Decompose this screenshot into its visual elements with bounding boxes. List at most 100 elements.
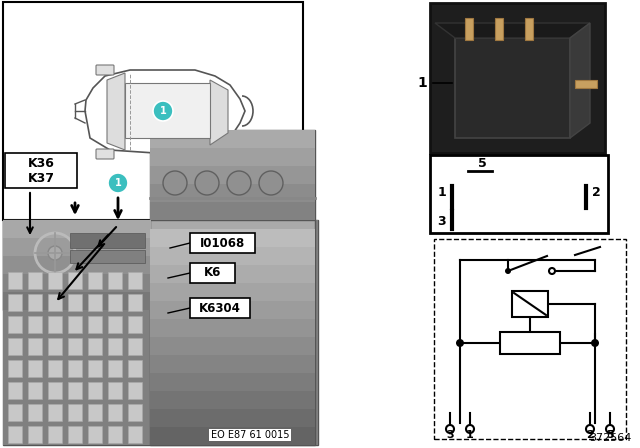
Bar bbox=[495, 18, 503, 40]
Bar bbox=[150, 166, 315, 184]
Bar bbox=[48, 360, 62, 377]
Bar bbox=[3, 220, 318, 445]
Bar bbox=[128, 404, 142, 421]
Bar bbox=[108, 272, 122, 289]
Bar bbox=[28, 426, 42, 443]
Text: 1: 1 bbox=[466, 430, 474, 440]
Bar bbox=[70, 233, 145, 248]
Bar bbox=[575, 80, 597, 88]
Bar bbox=[8, 426, 22, 443]
Text: 5: 5 bbox=[477, 156, 486, 169]
Bar bbox=[88, 316, 102, 333]
Bar bbox=[125, 83, 210, 138]
Polygon shape bbox=[210, 80, 228, 145]
Bar bbox=[108, 426, 122, 443]
Bar bbox=[68, 316, 82, 333]
Circle shape bbox=[505, 268, 511, 274]
Bar bbox=[3, 292, 151, 310]
Text: 3: 3 bbox=[446, 430, 454, 440]
Bar bbox=[48, 316, 62, 333]
Circle shape bbox=[466, 425, 474, 433]
Circle shape bbox=[591, 339, 599, 347]
Circle shape bbox=[163, 171, 187, 195]
Circle shape bbox=[108, 173, 128, 193]
Bar bbox=[28, 272, 42, 289]
Bar bbox=[88, 426, 102, 443]
Bar bbox=[108, 360, 122, 377]
Bar bbox=[28, 404, 42, 421]
Bar bbox=[28, 382, 42, 399]
Bar bbox=[48, 294, 62, 311]
Text: EO E87 61 0015: EO E87 61 0015 bbox=[211, 430, 289, 440]
Bar bbox=[150, 391, 315, 409]
Bar bbox=[3, 2, 303, 220]
Bar bbox=[512, 291, 548, 317]
Circle shape bbox=[195, 171, 219, 195]
Bar bbox=[8, 382, 22, 399]
Bar bbox=[68, 360, 82, 377]
Bar bbox=[5, 153, 77, 188]
Bar bbox=[150, 148, 315, 166]
Text: 1: 1 bbox=[417, 76, 427, 90]
Circle shape bbox=[446, 425, 454, 433]
Bar bbox=[68, 338, 82, 355]
Bar bbox=[150, 319, 315, 337]
Bar bbox=[88, 294, 102, 311]
Text: K6: K6 bbox=[204, 267, 221, 280]
Text: K6304: K6304 bbox=[199, 302, 241, 314]
Text: 372564: 372564 bbox=[589, 433, 632, 443]
Bar bbox=[28, 360, 42, 377]
Bar bbox=[68, 404, 82, 421]
Bar bbox=[108, 382, 122, 399]
PathPatch shape bbox=[85, 70, 245, 155]
Bar bbox=[88, 382, 102, 399]
Bar bbox=[108, 316, 122, 333]
Bar bbox=[150, 220, 315, 445]
Bar bbox=[68, 294, 82, 311]
Bar bbox=[150, 283, 315, 301]
FancyBboxPatch shape bbox=[96, 65, 114, 75]
Bar bbox=[128, 338, 142, 355]
Bar bbox=[88, 338, 102, 355]
Bar bbox=[128, 382, 142, 399]
Bar bbox=[48, 426, 62, 443]
Bar bbox=[190, 233, 255, 253]
Bar bbox=[455, 38, 570, 138]
Bar bbox=[28, 338, 42, 355]
Bar bbox=[68, 426, 82, 443]
Bar bbox=[28, 316, 42, 333]
Bar bbox=[70, 250, 145, 263]
Circle shape bbox=[586, 425, 594, 433]
Bar bbox=[150, 427, 315, 445]
Circle shape bbox=[549, 268, 555, 274]
Circle shape bbox=[153, 101, 173, 121]
Text: 2: 2 bbox=[586, 430, 594, 440]
Bar bbox=[150, 202, 315, 220]
Polygon shape bbox=[107, 73, 125, 150]
Polygon shape bbox=[570, 23, 590, 138]
Bar bbox=[465, 18, 473, 40]
Circle shape bbox=[227, 171, 251, 195]
Bar bbox=[430, 235, 630, 443]
Bar bbox=[500, 332, 560, 354]
Text: K36
K37: K36 K37 bbox=[28, 156, 54, 185]
Circle shape bbox=[606, 425, 614, 433]
Bar bbox=[68, 272, 82, 289]
Bar bbox=[525, 18, 533, 40]
Bar bbox=[8, 316, 22, 333]
Bar bbox=[430, 3, 605, 153]
Bar bbox=[3, 220, 151, 238]
Bar bbox=[3, 256, 151, 274]
Bar bbox=[8, 272, 22, 289]
Bar bbox=[48, 338, 62, 355]
Bar bbox=[150, 301, 315, 319]
Circle shape bbox=[456, 339, 464, 347]
Bar bbox=[128, 272, 142, 289]
Bar bbox=[3, 238, 151, 256]
Text: 1: 1 bbox=[159, 106, 166, 116]
Bar bbox=[68, 382, 82, 399]
Bar bbox=[3, 220, 318, 445]
Bar bbox=[150, 130, 315, 220]
Bar bbox=[8, 404, 22, 421]
Bar bbox=[150, 130, 315, 148]
